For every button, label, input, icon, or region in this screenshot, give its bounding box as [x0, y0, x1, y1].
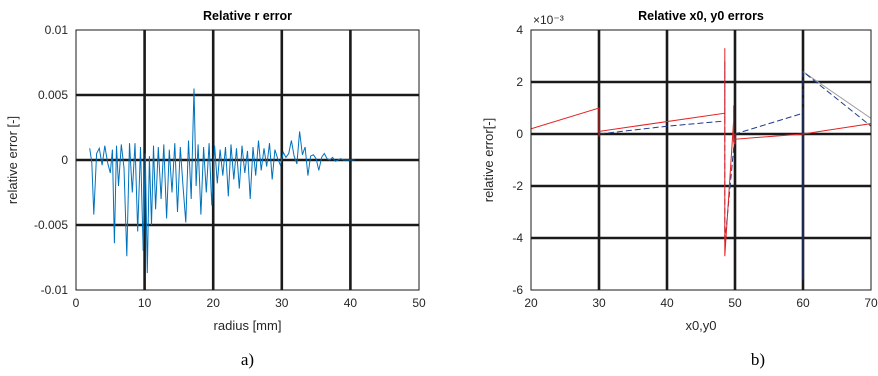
chart-a-y-tick-label: 0 — [61, 153, 68, 167]
chart-b-y-tick-label: 4 — [516, 23, 523, 37]
chart-a: 0 10 20 30 40 50 -0.01 -0.005 0 0.005 0.01 Relati… — [5, 9, 426, 369]
chart-a-x-tick-label: 20 — [207, 296, 221, 310]
chart-a-y-tick-label: 0.005 — [38, 88, 68, 102]
chart-b-y-label: relative error[-] — [481, 118, 496, 203]
chart-b-series-line-0 — [530, 43, 872, 257]
chart-b-grid — [531, 30, 871, 290]
chart-a-x-tick-label: 50 — [412, 296, 426, 310]
chart-b-caption: b) — [751, 350, 765, 369]
chart-b-x-tick-label: 50 — [728, 296, 742, 310]
chart-b-x-ticks: 20 30 40 50 60 70 — [524, 287, 878, 310]
chart-b-axes-frame — [530, 29, 872, 291]
chart-b-series-line-1 — [598, 61, 872, 280]
chart-b-y-tick-label: -4 — [512, 231, 523, 245]
chart-a-title: Relative r error — [203, 9, 292, 23]
chart-a-series-line — [89, 88, 355, 274]
chart-b-plot-area — [531, 30, 871, 290]
chart-a-y-label: relative error [-] — [5, 116, 20, 204]
chart-a-x-label: radius [mm] — [214, 318, 282, 333]
chart-a-x-tick-label: 10 — [138, 296, 152, 310]
chart-b-y-tick-label: -2 — [512, 179, 523, 193]
chart-b-x-tick-label: 70 — [864, 296, 878, 310]
chart-a-x-tick-label: 0 — [73, 296, 80, 310]
chart-b: 20 30 40 50 60 70 -6 -4 -2 0 2 4 ×10⁻³ Relative x0… — [481, 9, 878, 369]
chart-b-title: Relative x0, y0 errors — [638, 9, 764, 23]
chart-a-x-tick-label: 30 — [275, 296, 289, 310]
chart-b-series-line-2 — [802, 71, 872, 119]
chart-b-x-tick-label: 40 — [660, 296, 674, 310]
chart-a-y-ticks: -0.01 -0.005 0 0.005 0.01 — [34, 23, 79, 297]
chart-b-y-ticks: -6 -4 -2 0 2 4 — [512, 23, 534, 297]
chart-b-x-label: x0,y0 — [685, 318, 716, 333]
chart-b-y-tick-label: -6 — [512, 283, 523, 297]
chart-b-x-tick-label: 30 — [592, 296, 606, 310]
chart-b-series — [530, 43, 872, 280]
chart-b-y-tick-label: 0 — [516, 127, 523, 141]
chart-a-x-tick-label: 40 — [344, 296, 358, 310]
chart-a-caption: a) — [241, 350, 254, 369]
chart-b-y-tick-label: 2 — [516, 75, 523, 89]
chart-b-x-tick-label: 60 — [796, 296, 810, 310]
chart-a-y-tick-label: -0.005 — [34, 218, 68, 232]
chart-b-exponent-label: ×10⁻³ — [533, 13, 564, 27]
chart-a-y-tick-label: -0.01 — [41, 283, 69, 297]
chart-a-y-tick-label: 0.01 — [45, 23, 69, 37]
chart-b-x-tick-label: 20 — [524, 296, 538, 310]
